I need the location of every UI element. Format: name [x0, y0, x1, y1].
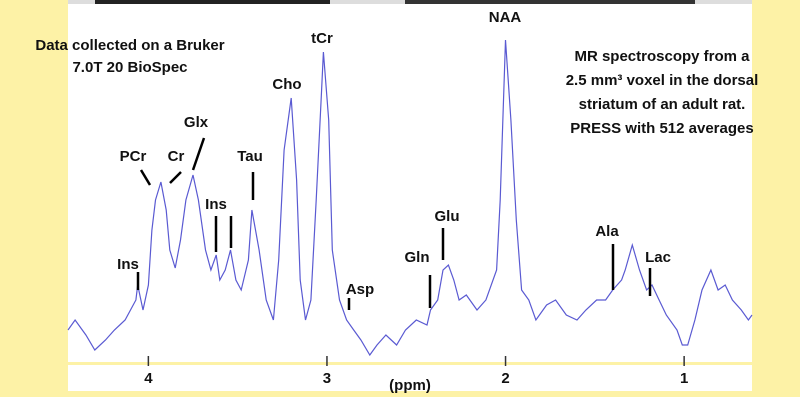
peak-label: tCr — [311, 30, 333, 47]
axis-band — [68, 365, 752, 391]
peak-label: PCr — [120, 148, 147, 165]
peak-label: Ins — [205, 196, 227, 213]
peak-label: Glu — [435, 208, 460, 225]
note-left: 7.0T 20 BioSpec — [72, 59, 187, 76]
top-bar — [405, 0, 695, 4]
top-bar — [95, 0, 330, 4]
peak-label: Cr — [168, 148, 185, 165]
note-right: striatum of an adult rat. — [579, 96, 746, 113]
peak-label: Cho — [272, 76, 301, 93]
note-left: Data collected on a Bruker — [35, 37, 224, 54]
peak-pointer — [139, 169, 152, 186]
peak-label: Ala — [595, 223, 619, 240]
x-tick-label: 2 — [501, 370, 509, 387]
peak-label: Tau — [237, 148, 263, 165]
plot-area — [68, 0, 752, 397]
spectrum-line — [67, 39, 753, 357]
note-right: PRESS with 512 averages — [570, 120, 753, 137]
x-tick-label: 4 — [144, 370, 153, 387]
x-tick-label: 1 — [680, 370, 688, 387]
peak-label: Lac — [645, 249, 671, 266]
peak-pointer — [191, 137, 206, 171]
x-tick-label: 3 — [323, 370, 331, 387]
note-right: 2.5 mm³ voxel in the dorsal — [566, 72, 759, 89]
peak-label: Glx — [184, 114, 209, 131]
x-axis-label: (ppm) — [389, 377, 431, 394]
peak-label: Gln — [405, 249, 430, 266]
peak-label: NAA — [489, 9, 522, 26]
note-right: MR spectroscopy from a — [574, 48, 750, 65]
peak-label: Asp — [346, 281, 374, 298]
peak-label: Ins — [117, 256, 139, 273]
peak-pointer — [169, 171, 182, 184]
